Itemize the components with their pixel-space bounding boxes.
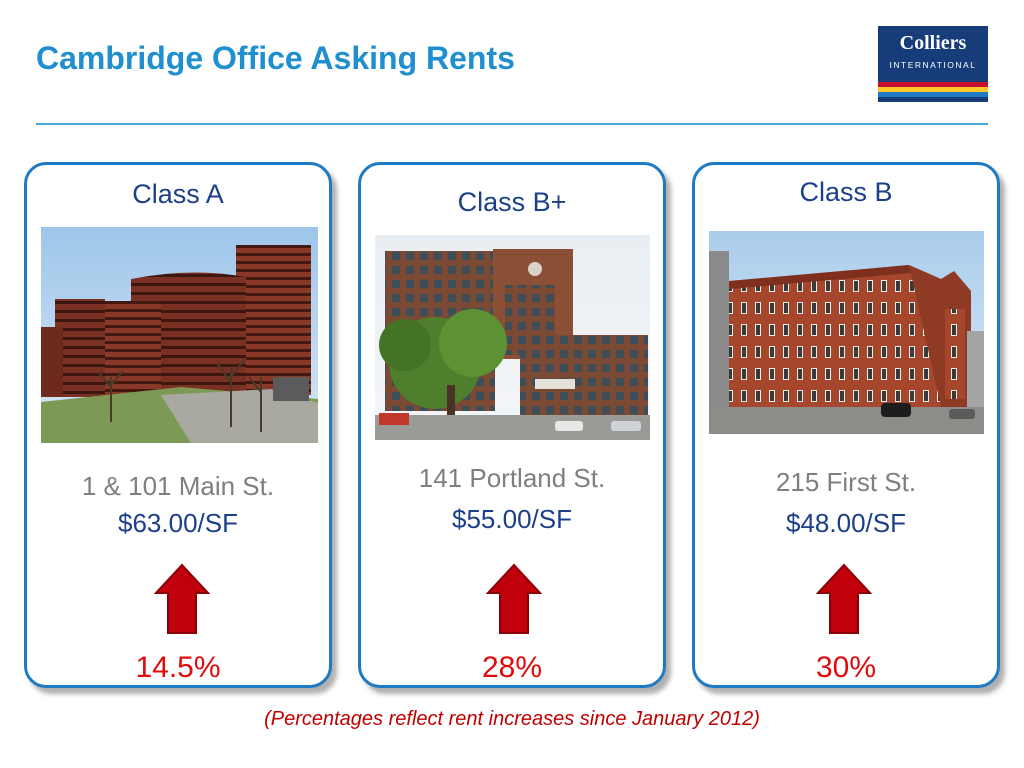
logo-wordmark: Colliers — [899, 32, 967, 54]
class-label: Class A — [132, 179, 224, 209]
colliers-logo: Colliers INTERNATIONAL — [878, 26, 988, 102]
asking-rent: $63.00/SF — [118, 508, 238, 538]
class-b-plus-card: Class B+ 141 Portland St. $55.00/SF 2 — [358, 162, 666, 688]
rent-increase-percent: 30% — [815, 651, 877, 684]
title-divider — [36, 123, 988, 125]
building-address: 141 Portland St. — [418, 463, 606, 493]
class-a-building-photo — [41, 227, 318, 443]
class-b-card: Class B 215 First St. $48.00/SF 30% — [692, 162, 1000, 688]
class-label: Class B — [799, 177, 893, 207]
logo-subtitle: INTERNATIONAL — [889, 60, 977, 70]
arrow-up-icon — [486, 563, 542, 634]
rent-increase-percent: 14.5% — [135, 651, 221, 684]
asking-rent: $48.00/SF — [786, 508, 906, 538]
rent-increase-percent: 28% — [481, 651, 543, 684]
class-b-plus-building-photo — [375, 235, 650, 440]
arrow-up-icon — [154, 563, 210, 634]
arrow-up-icon — [816, 563, 872, 634]
class-a-card: Class A 1 & 101 Mai — [24, 162, 332, 688]
class-label: Class B+ — [457, 187, 567, 217]
footnote: (Percentages reflect rent increases sinc… — [264, 708, 760, 730]
building-address: 1 & 101 Main St. — [81, 471, 275, 501]
class-b-building-photo — [709, 231, 984, 434]
asking-rent: $55.00/SF — [452, 504, 572, 534]
slide-title: Cambridge Office Asking Rents — [36, 40, 515, 76]
logo-stripes — [878, 82, 988, 97]
building-address: 215 First St. — [775, 467, 917, 497]
